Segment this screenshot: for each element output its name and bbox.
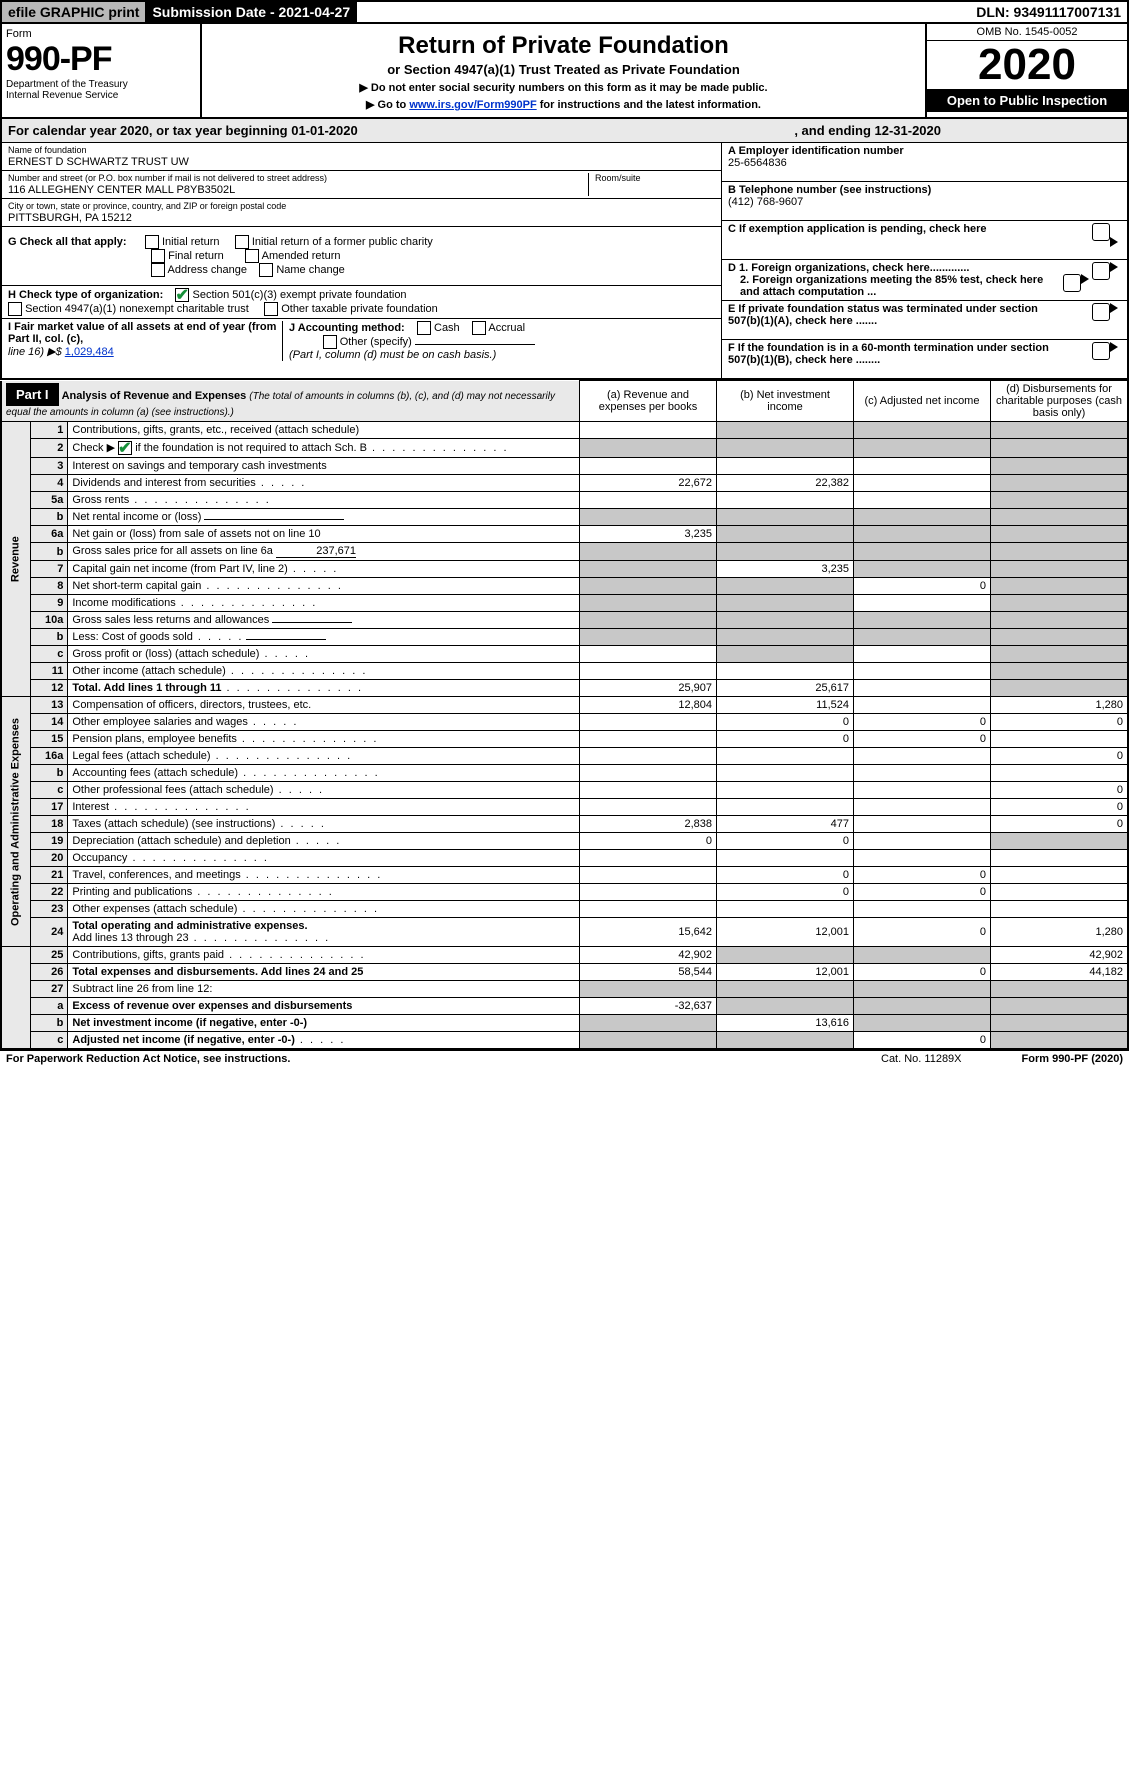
other-method-checkbox[interactable]: [323, 335, 337, 349]
goto-note: ▶ Go to www.irs.gov/Form990PF for instru…: [212, 98, 915, 111]
j-note: (Part I, column (d) must be on cash basi…: [289, 349, 496, 361]
calendar-year-row: For calendar year 2020, or tax year begi…: [0, 119, 1129, 142]
form-ref: Form 990-PF (2020): [1022, 1053, 1123, 1065]
col-a-header: (a) Revenue and expenses per books: [580, 381, 717, 422]
revenue-label: Revenue: [1, 422, 31, 697]
department-label: Department of the Treasury Internal Reve…: [6, 79, 196, 101]
city-label: City or town, state or province, country…: [8, 201, 715, 211]
f-label: F If the foundation is in a 60-month ter…: [728, 342, 1068, 366]
cash-checkbox[interactable]: [417, 321, 431, 335]
room-label: Room/suite: [595, 173, 715, 183]
form-label: Form: [6, 28, 196, 40]
e-label: E If private foundation status was termi…: [728, 303, 1068, 327]
top-bar: efile GRAPHIC print Submission Date - 20…: [0, 0, 1129, 24]
col-b-header: (b) Net investment income: [717, 381, 854, 422]
fmv-value[interactable]: 1,029,484: [65, 346, 114, 358]
efile-print-button[interactable]: efile GRAPHIC print: [2, 2, 146, 22]
paperwork-notice: For Paperwork Reduction Act Notice, see …: [6, 1053, 290, 1065]
form-subtitle: or Section 4947(a)(1) Trust Treated as P…: [212, 62, 915, 77]
year-begin: For calendar year 2020, or tax year begi…: [8, 123, 358, 138]
irs-link[interactable]: www.irs.gov/Form990PF: [409, 99, 536, 111]
d1-checkbox[interactable]: [1092, 262, 1110, 280]
part1-label: Part I: [6, 383, 59, 406]
f-checkbox[interactable]: [1092, 342, 1110, 360]
initial-return-checkbox[interactable]: [145, 235, 159, 249]
amended-return-checkbox[interactable]: [245, 249, 259, 263]
submission-date-label: Submission Date - 2021-04-27: [146, 2, 357, 22]
d1-label: D 1. Foreign organizations, check here..…: [728, 262, 969, 274]
col-d-header: (d) Disbursements for charitable purpose…: [991, 381, 1129, 422]
e-checkbox[interactable]: [1092, 303, 1110, 321]
address-value: 116 ALLEGHENY CENTER MALL P8YB3502L: [8, 184, 588, 196]
form-header: Form 990-PF Department of the Treasury I…: [0, 24, 1129, 119]
other-taxable-checkbox[interactable]: [264, 302, 278, 316]
name-change-checkbox[interactable]: [259, 263, 273, 277]
city-value: PITTSBURGH, PA 15212: [8, 212, 715, 224]
address-label: Number and street (or P.O. box number if…: [8, 173, 588, 183]
g-label: G Check all that apply:: [8, 236, 127, 248]
address-change-checkbox[interactable]: [151, 263, 165, 277]
catalog-number: Cat. No. 11289X: [881, 1053, 962, 1065]
h-label: H Check type of organization:: [8, 289, 163, 301]
omb-number: OMB No. 1545-0052: [927, 24, 1127, 41]
ein-label: A Employer identification number: [728, 145, 1121, 157]
form-number: 990-PF: [6, 40, 196, 79]
ssn-note: ▶ Do not enter social security numbers o…: [212, 81, 915, 94]
ein-value: 25-6564836: [728, 157, 1121, 169]
j-label: J Accounting method:: [289, 322, 405, 334]
part1-table: Part I Analysis of Revenue and Expenses …: [0, 380, 1129, 1050]
phone-label: B Telephone number (see instructions): [728, 184, 1121, 196]
dln-label: DLN: 93491117007131: [970, 2, 1127, 22]
name-label: Name of foundation: [8, 145, 715, 155]
501c3-checkbox[interactable]: [175, 288, 189, 302]
final-return-checkbox[interactable]: [151, 249, 165, 263]
entity-info-grid: Name of foundation ERNEST D SCHWARTZ TRU…: [0, 142, 1129, 380]
open-inspection-label: Open to Public Inspection: [927, 89, 1127, 112]
form-title: Return of Private Foundation: [212, 32, 915, 60]
c-label: C If exemption application is pending, c…: [728, 223, 987, 235]
tax-year: 2020: [927, 41, 1127, 89]
d2-checkbox[interactable]: [1063, 274, 1081, 292]
4947-checkbox[interactable]: [8, 302, 22, 316]
foundation-name: ERNEST D SCHWARTZ TRUST UW: [8, 156, 715, 168]
phone-value: (412) 768-9607: [728, 196, 1121, 208]
page-footer: For Paperwork Reduction Act Notice, see …: [0, 1050, 1129, 1067]
c-checkbox[interactable]: [1092, 223, 1110, 241]
d2-label: 2. Foreign organizations meeting the 85%…: [728, 274, 1060, 298]
accrual-checkbox[interactable]: [472, 321, 486, 335]
part1-title: Analysis of Revenue and Expenses: [62, 390, 247, 402]
schb-checkbox[interactable]: [118, 441, 132, 455]
col-c-header: (c) Adjusted net income: [854, 381, 991, 422]
expenses-label: Operating and Administrative Expenses: [1, 697, 31, 947]
initial-former-checkbox[interactable]: [235, 235, 249, 249]
i-label: I Fair market value of all assets at end…: [8, 321, 276, 345]
year-end: , and ending 12-31-2020: [794, 123, 941, 138]
